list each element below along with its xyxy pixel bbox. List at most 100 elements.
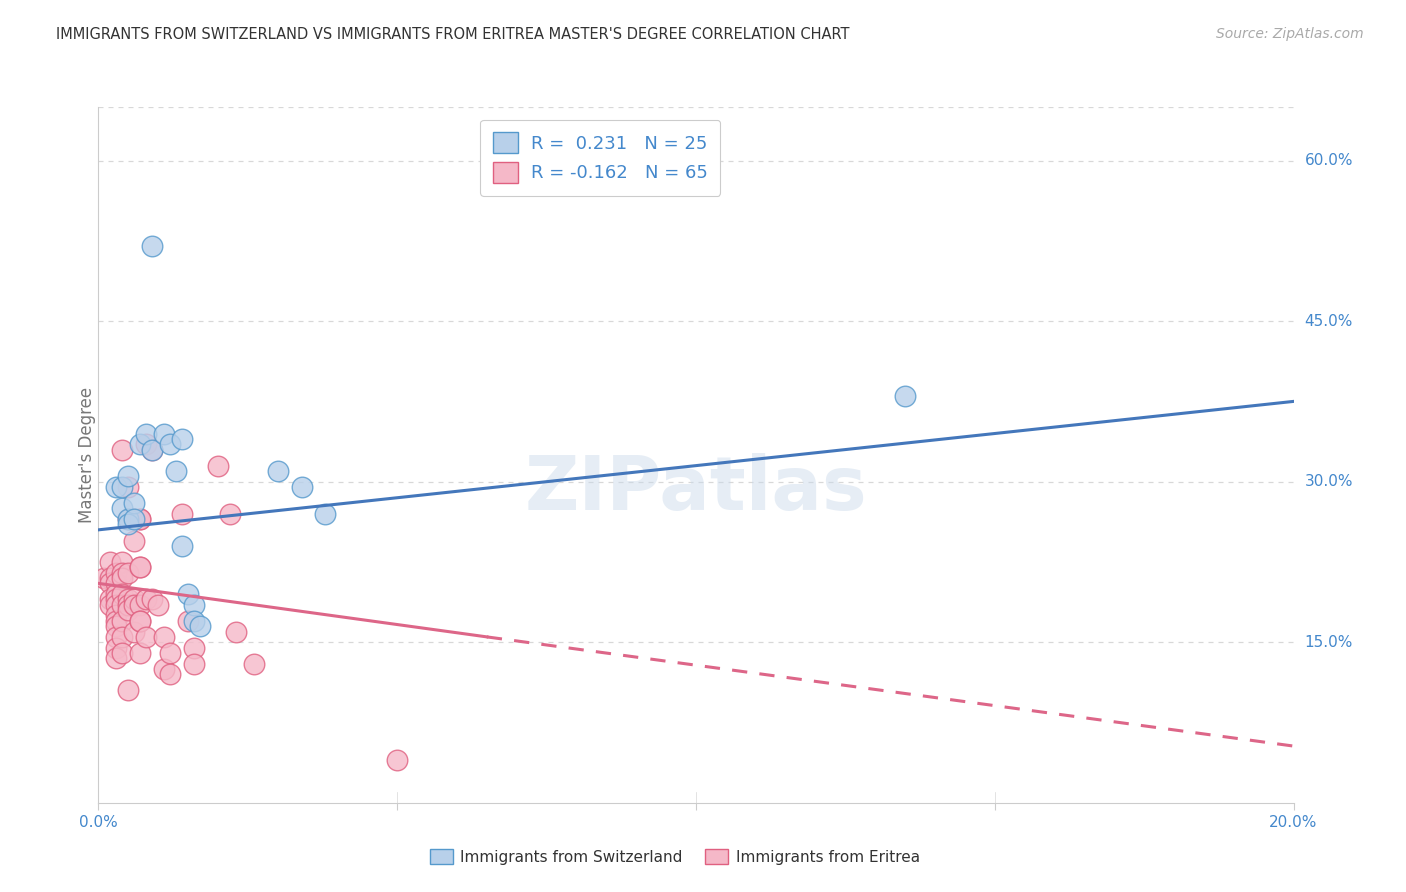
- Point: [124, 592, 146, 607]
- Point: [141, 592, 163, 607]
- Text: ZIPatlas: ZIPatlas: [524, 453, 868, 526]
- Point: [93, 571, 115, 585]
- Point: [105, 640, 128, 655]
- Text: 45.0%: 45.0%: [1305, 314, 1353, 328]
- Text: 15.0%: 15.0%: [1305, 635, 1353, 649]
- Text: IMMIGRANTS FROM SWITZERLAND VS IMMIGRANTS FROM ERITREA MASTER'S DEGREE CORRELATI: IMMIGRANTS FROM SWITZERLAND VS IMMIGRANT…: [56, 27, 849, 42]
- Point: [105, 619, 128, 633]
- Point: [172, 432, 194, 446]
- Point: [105, 614, 128, 628]
- Point: [105, 592, 128, 607]
- Point: [135, 630, 157, 644]
- Point: [183, 640, 205, 655]
- Point: [141, 239, 163, 253]
- Point: [219, 507, 242, 521]
- Point: [153, 630, 176, 644]
- Point: [98, 555, 122, 569]
- Point: [225, 624, 247, 639]
- Point: [177, 614, 200, 628]
- Point: [117, 469, 139, 483]
- Point: [117, 683, 139, 698]
- Y-axis label: Master's Degree: Master's Degree: [79, 387, 96, 523]
- Point: [124, 512, 146, 526]
- Point: [111, 501, 134, 516]
- Point: [117, 603, 139, 617]
- Point: [159, 437, 181, 451]
- Point: [98, 571, 122, 585]
- Point: [153, 662, 176, 676]
- Point: [105, 566, 128, 580]
- Point: [148, 598, 170, 612]
- Point: [105, 480, 128, 494]
- Text: 60.0%: 60.0%: [1305, 153, 1353, 168]
- Point: [124, 624, 146, 639]
- Point: [129, 437, 152, 451]
- Point: [98, 592, 122, 607]
- Point: [165, 464, 187, 478]
- Point: [111, 630, 134, 644]
- Point: [183, 657, 205, 671]
- Point: [129, 614, 152, 628]
- Point: [111, 646, 134, 660]
- Point: [129, 560, 152, 574]
- Point: [117, 512, 139, 526]
- Point: [135, 592, 157, 607]
- Point: [117, 592, 139, 607]
- Point: [385, 753, 409, 767]
- Point: [894, 389, 917, 403]
- Point: [207, 458, 229, 473]
- Legend: Immigrants from Switzerland, Immigrants from Eritrea: Immigrants from Switzerland, Immigrants …: [423, 843, 927, 871]
- Point: [105, 598, 128, 612]
- Point: [111, 555, 134, 569]
- Point: [105, 608, 128, 623]
- Point: [141, 442, 163, 457]
- Point: [105, 576, 128, 591]
- Point: [188, 619, 211, 633]
- Point: [111, 480, 134, 494]
- Point: [129, 512, 152, 526]
- Point: [124, 496, 146, 510]
- Point: [243, 657, 266, 671]
- Point: [111, 442, 134, 457]
- Point: [183, 598, 205, 612]
- Point: [129, 646, 152, 660]
- Point: [290, 480, 312, 494]
- Point: [105, 587, 128, 601]
- Point: [124, 512, 146, 526]
- Text: 30.0%: 30.0%: [1305, 475, 1353, 489]
- Point: [183, 614, 205, 628]
- Point: [111, 614, 134, 628]
- Point: [153, 426, 176, 441]
- Point: [172, 539, 194, 553]
- Point: [105, 630, 128, 644]
- Point: [111, 571, 134, 585]
- Point: [98, 576, 122, 591]
- Point: [129, 560, 152, 574]
- Point: [117, 598, 139, 612]
- Point: [129, 598, 152, 612]
- Point: [117, 517, 139, 532]
- Point: [124, 598, 146, 612]
- Point: [117, 566, 139, 580]
- Text: Source: ZipAtlas.com: Source: ZipAtlas.com: [1216, 27, 1364, 41]
- Point: [111, 566, 134, 580]
- Point: [177, 587, 200, 601]
- Point: [135, 437, 157, 451]
- Point: [98, 598, 122, 612]
- Point: [141, 442, 163, 457]
- Point: [135, 426, 157, 441]
- Point: [111, 598, 134, 612]
- Point: [124, 533, 146, 548]
- Point: [129, 512, 152, 526]
- Point: [111, 587, 134, 601]
- Point: [129, 614, 152, 628]
- Legend: R =  0.231   N = 25, R = -0.162   N = 65: R = 0.231 N = 25, R = -0.162 N = 65: [481, 120, 720, 195]
- Point: [159, 646, 181, 660]
- Point: [159, 667, 181, 681]
- Point: [117, 480, 139, 494]
- Point: [105, 651, 128, 665]
- Point: [117, 512, 139, 526]
- Point: [315, 507, 337, 521]
- Point: [267, 464, 290, 478]
- Point: [172, 507, 194, 521]
